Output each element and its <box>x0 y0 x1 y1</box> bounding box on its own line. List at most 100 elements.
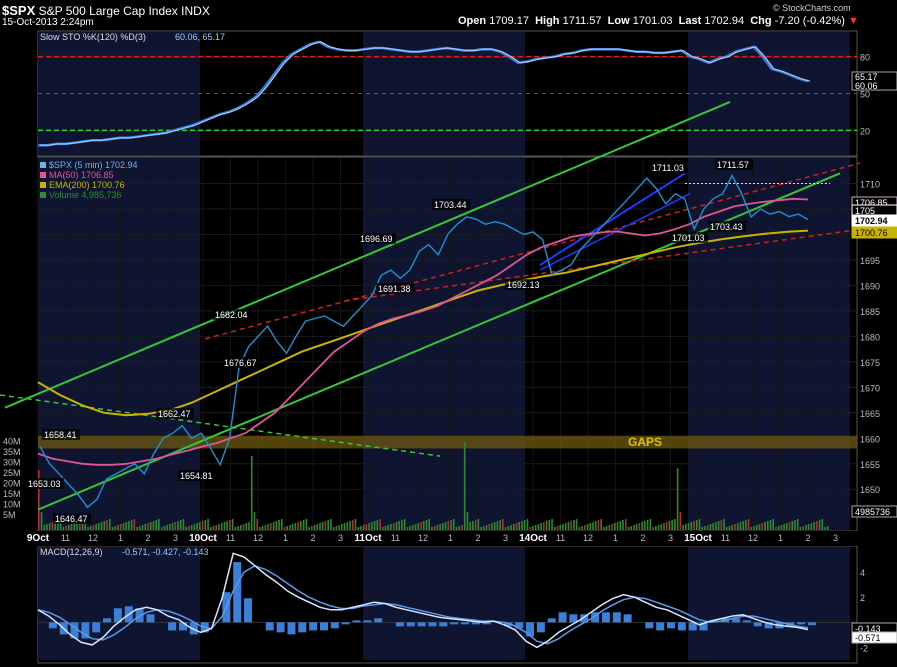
open-value: 1709.17 <box>489 15 529 27</box>
volume-bar <box>406 527 409 530</box>
volume-bar <box>592 522 594 530</box>
volume-bar <box>155 520 157 530</box>
price-annotation: 1691.38 <box>378 284 411 294</box>
y-tick-label: 1695 <box>860 256 880 266</box>
volume-bar <box>461 525 463 530</box>
price-annotation: 1658.41 <box>44 430 77 440</box>
volume-bar <box>463 442 466 530</box>
volume-bar <box>158 519 160 530</box>
volume-tick-label: 10M <box>3 500 21 510</box>
price-annotation: 1653.03 <box>28 479 61 489</box>
price-annotation: 1703.43 <box>710 222 743 232</box>
lower-channel-line <box>37 172 841 511</box>
price-tag: 1702.94 <box>855 216 888 226</box>
x-tick-label: 1 <box>283 533 288 543</box>
volume-bar <box>209 527 212 530</box>
histogram-bar <box>233 562 242 623</box>
volume-bar <box>452 519 455 530</box>
volume-bar <box>466 512 469 530</box>
annotation-bg <box>178 470 216 481</box>
volume-bar <box>182 519 185 530</box>
volume-bar <box>573 520 575 530</box>
histogram-bar <box>319 622 328 631</box>
price-tag: 1705 <box>855 206 875 216</box>
x-axis-band <box>0 531 897 546</box>
session-shade-2-mc <box>688 547 850 660</box>
volume-bar <box>65 526 67 530</box>
volume-bar <box>259 527 261 530</box>
volume-bar <box>783 524 785 530</box>
volume-bar <box>297 522 299 530</box>
histogram-bar <box>265 622 274 631</box>
volume-bar <box>431 527 433 530</box>
volume-bar <box>529 527 531 530</box>
histogram-bar <box>536 622 545 633</box>
volume-bar <box>447 521 450 530</box>
legend-entry: $SPX (5 min) 1702.94 <box>49 160 138 170</box>
sto-level-label: 80 <box>860 53 870 63</box>
volume-bar <box>603 527 605 530</box>
volume-bar <box>496 521 499 530</box>
histogram-bar <box>189 622 198 635</box>
legend-swatch <box>40 172 46 178</box>
annotation-bg <box>222 357 260 368</box>
volume-bar <box>403 519 406 530</box>
sto-legend: Slow STO %K(120) %D(3) <box>40 32 146 42</box>
volume-tag-box <box>851 505 897 518</box>
volume-bar <box>488 524 491 530</box>
volume-bar <box>753 526 755 530</box>
sto-tag-box <box>851 71 897 91</box>
histogram-bar <box>558 612 567 623</box>
high-value: 1711.57 <box>562 15 602 27</box>
volume-bar <box>534 525 537 530</box>
volume-bar <box>409 526 411 530</box>
histogram-bar <box>526 622 535 637</box>
histogram-bar <box>471 622 480 625</box>
volume-bar <box>826 526 829 530</box>
y-tick-label: 1710 <box>860 179 880 189</box>
volume-bar <box>133 519 136 530</box>
volume-bar <box>130 520 133 530</box>
session-shade-1-sto <box>363 32 525 155</box>
macd-tick-label: -2 <box>860 643 868 653</box>
volume-last-tag: 4985736 <box>855 507 890 517</box>
price-annotation: 1662.47 <box>158 409 191 419</box>
histogram-bar <box>309 622 318 631</box>
volume-bar <box>769 520 772 530</box>
volume-bar <box>545 521 548 530</box>
histogram-bar <box>417 622 426 627</box>
x-tick-label: 1 <box>778 533 783 543</box>
exchange: INDX <box>181 4 210 18</box>
histogram-bar <box>341 622 350 625</box>
volume-bar <box>758 524 761 530</box>
volume-bar <box>518 522 521 530</box>
volume-bar <box>818 520 821 530</box>
upper-channel-line <box>4 101 731 409</box>
legend-swatch <box>40 182 46 188</box>
volume-bar <box>253 512 256 530</box>
x-tick-label: 1 <box>613 533 618 543</box>
histogram-bar <box>113 608 122 623</box>
volume-bar <box>780 525 783 530</box>
macd-values: -0.571, -0.427, -0.143 <box>122 547 209 557</box>
volume-bar <box>231 519 234 530</box>
x-tick-label: 3 <box>668 533 673 543</box>
volume-bar <box>502 519 504 530</box>
histogram-bar <box>623 614 632 623</box>
volume-bar <box>81 520 84 530</box>
histogram-bar <box>808 622 816 626</box>
volume-bar <box>283 527 286 530</box>
volume-tick-label: 20M <box>3 479 21 489</box>
watermark: © StockCharts.com <box>773 3 851 13</box>
volume-bar <box>240 525 242 530</box>
histogram-bar <box>352 620 361 623</box>
volume-bar <box>761 523 764 530</box>
volume-bar <box>362 525 365 530</box>
histogram-bar <box>656 622 665 631</box>
price-tag-box <box>851 226 897 239</box>
histogram-bar <box>363 620 372 623</box>
volume-bar <box>600 519 602 530</box>
volume-bar <box>401 520 403 530</box>
volume-bar <box>597 520 600 530</box>
volume-bar <box>414 524 417 530</box>
